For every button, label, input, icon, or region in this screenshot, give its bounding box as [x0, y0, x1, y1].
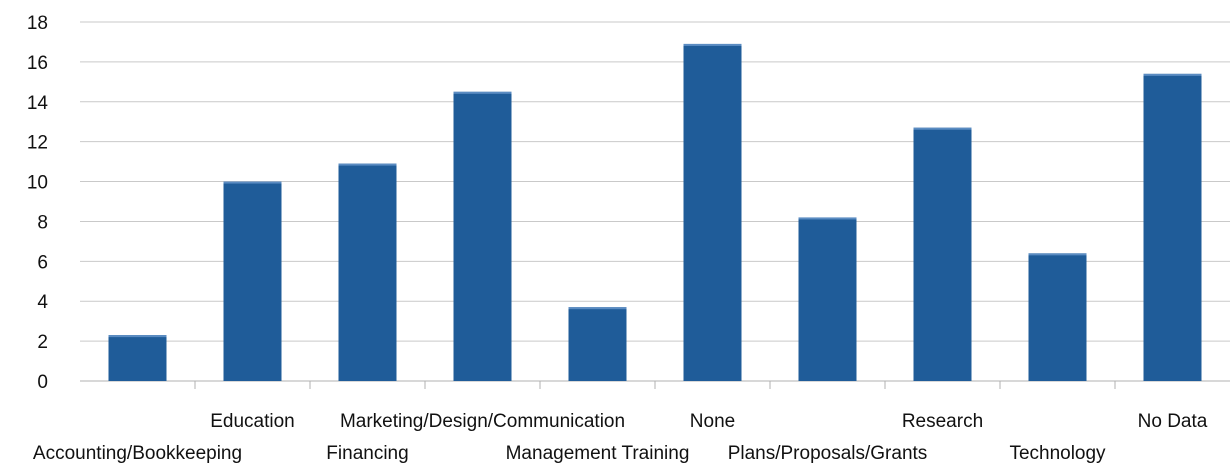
- bar-highlight: [913, 127, 972, 130]
- bar-highlight: [223, 181, 282, 184]
- bar-2: [338, 163, 397, 381]
- bar-highlight: [338, 163, 397, 166]
- bar-highlight: [683, 43, 742, 46]
- bar-4: [568, 307, 627, 381]
- y-tick-label: 18: [27, 13, 48, 34]
- bar-5: [683, 43, 742, 381]
- y-tick-label: 4: [37, 292, 48, 313]
- x-tick-label: Technology: [1009, 443, 1106, 464]
- bar-highlight: [453, 91, 512, 94]
- x-tick-label: Research: [902, 411, 983, 432]
- x-tick-label: None: [690, 411, 735, 432]
- bar-9: [1143, 73, 1202, 381]
- bar-highlight: [108, 335, 167, 338]
- y-tick-label: 8: [37, 212, 48, 233]
- x-tick-label: No Data: [1138, 411, 1208, 432]
- bar-0: [108, 335, 167, 381]
- bar-highlight: [1028, 253, 1087, 256]
- x-tick-label: Plans/Proposals/Grants: [728, 443, 928, 464]
- bar-8: [1028, 253, 1087, 381]
- x-tick-label: Accounting/Bookkeeping: [33, 443, 242, 464]
- x-tick-label: Marketing/Design/Communication: [340, 411, 625, 432]
- y-tick-label: 16: [27, 53, 48, 74]
- bar-highlight: [798, 217, 857, 220]
- x-tick-label: Financing: [326, 443, 408, 464]
- bar-1: [223, 181, 282, 381]
- bar-3: [453, 91, 512, 382]
- bar-highlight: [1143, 73, 1202, 76]
- y-axis-tick-labels: 0 2 4 6 8 10 12 14 16 18: [27, 13, 49, 393]
- x-tick-label: Management Training: [506, 443, 690, 464]
- y-tick-label: 6: [37, 252, 48, 273]
- x-tick-label: Education: [210, 411, 295, 432]
- y-tick-label: 2: [37, 332, 48, 353]
- y-tick-label: 12: [27, 133, 48, 154]
- y-tick-label: 10: [27, 173, 48, 194]
- bar-6: [798, 217, 857, 381]
- x-axis-tick-labels: Accounting/Bookkeeping Education Financing…: [33, 411, 1208, 464]
- bar-7: [913, 127, 972, 381]
- y-tick-label: 0: [37, 372, 48, 393]
- bar-highlight: [568, 307, 627, 310]
- bars: [108, 43, 1202, 382]
- y-tick-label: 14: [27, 93, 49, 114]
